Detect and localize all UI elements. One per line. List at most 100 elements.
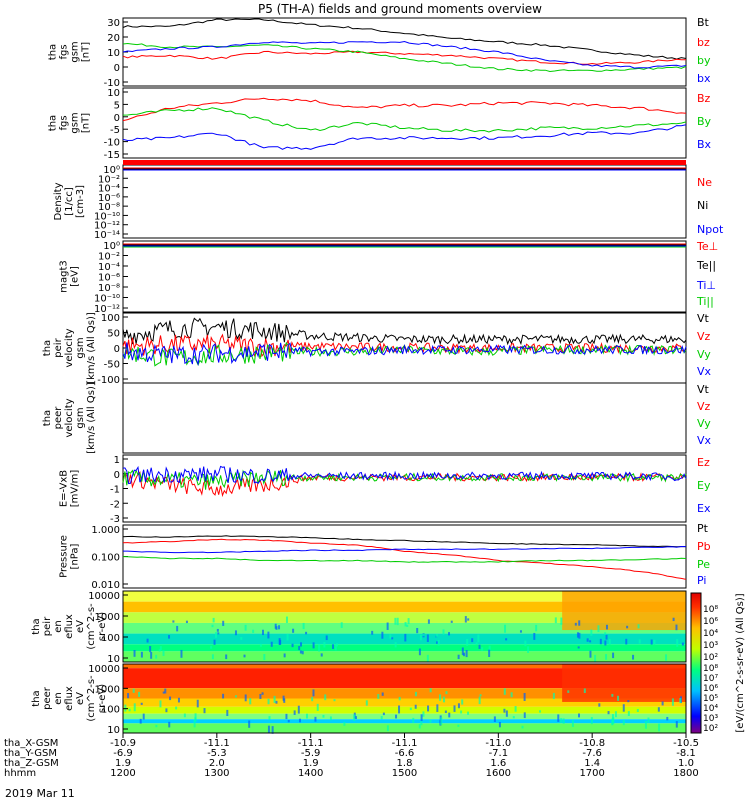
spectrogram-speckle xyxy=(365,700,368,706)
spectrogram-speckle xyxy=(450,620,453,623)
spectrogram-speckle xyxy=(316,703,319,711)
spectrogram-speckle xyxy=(332,644,335,649)
spectrogram-band xyxy=(123,644,686,652)
spectrogram-speckle xyxy=(293,710,296,715)
spectrogram-speckle xyxy=(586,638,589,642)
y-tick-label: 0 xyxy=(114,63,120,74)
legend-label: Vx xyxy=(697,434,712,447)
spectrogram-speckle xyxy=(215,632,218,638)
y-tick-label: 0.100 xyxy=(91,553,120,564)
spectrogram-speckle xyxy=(244,624,247,631)
y-tick-label: 10⁻¹² xyxy=(94,221,120,232)
y-tick-label: 100 xyxy=(101,313,120,324)
y-axis-label: tha xyxy=(48,44,59,60)
spectrogram-speckle xyxy=(437,639,440,646)
y-tick-label: 10 xyxy=(107,654,120,665)
y-tick-label: 20 xyxy=(107,33,120,44)
spectrogram-speckle xyxy=(578,620,581,626)
spectrogram-speckle xyxy=(273,695,276,704)
spectrogram-speckle xyxy=(426,654,429,662)
series-line-bx xyxy=(122,40,687,69)
spectrogram-speckle xyxy=(594,654,597,663)
y-axis-label: Pressure xyxy=(59,535,70,578)
spectrogram-speckle xyxy=(394,642,397,648)
spectrogram-speckle xyxy=(463,652,466,657)
spectrogram-speckle xyxy=(391,637,394,640)
y-axis-label: [eV] xyxy=(70,266,81,287)
series-line-pb xyxy=(122,538,687,580)
series-line-by xyxy=(122,42,687,73)
spectrogram-speckle xyxy=(162,691,165,694)
spectrogram-speckle xyxy=(305,713,308,719)
spectrogram-speckle xyxy=(263,653,266,661)
spectrogram-speckle xyxy=(406,624,409,627)
spectrogram-speckle xyxy=(286,633,289,641)
y-axis-label: en xyxy=(53,692,64,705)
spectrogram-speckle xyxy=(291,643,294,648)
legend-label: Pi xyxy=(697,574,706,587)
y-axis-label: E=-VxB xyxy=(59,470,70,507)
y-tick-label: 10000 xyxy=(88,664,120,675)
spectrogram-speckle xyxy=(416,627,419,634)
y-axis-label: [cm-3] xyxy=(75,185,86,218)
spectrogram-speckle xyxy=(589,650,592,658)
spectrogram-speckle xyxy=(300,642,303,647)
spectrogram-speckle xyxy=(460,710,463,714)
spectrogram-speckle xyxy=(124,704,127,712)
spectrogram-speckle xyxy=(142,713,145,720)
y-tick-label: 10⁻¹⁰ xyxy=(94,211,120,222)
y-tick-label: 10⁻¹² xyxy=(94,304,120,315)
spectrogram-speckle xyxy=(334,644,337,651)
spectrogram-speckle xyxy=(597,625,600,633)
spectrogram-speckle xyxy=(527,646,530,653)
spectrogram-speckle xyxy=(381,692,384,696)
spectrogram-speckle xyxy=(554,617,557,624)
spectrogram-speckle xyxy=(604,640,607,646)
spectrogram-speckle xyxy=(679,698,682,704)
spectrogram-speckle xyxy=(503,688,506,695)
spectrogram-speckle xyxy=(488,649,491,657)
spectrogram-speckle xyxy=(267,631,270,639)
series-line-by xyxy=(122,107,687,133)
spectrogram-speckle xyxy=(574,622,577,626)
spectrogram-band xyxy=(123,612,686,623)
spectrogram-band xyxy=(562,664,686,702)
spectrogram-speckle xyxy=(225,654,228,660)
x-tick-label: -11.1 xyxy=(298,738,324,749)
spectrogram-speckle xyxy=(394,617,397,625)
y-tick-label: -3 xyxy=(110,514,120,525)
y-tick-label: 0 xyxy=(114,344,120,355)
legend-label: By xyxy=(697,115,712,128)
legend-label: Vz xyxy=(697,400,711,413)
spectrogram-speckle xyxy=(234,630,237,636)
spectrogram-speckle xyxy=(647,717,650,724)
spectrogram-speckle xyxy=(335,643,338,647)
y-axis-label: gsm xyxy=(70,41,81,62)
spectrogram-speckle xyxy=(175,706,178,710)
spectrogram-speckle xyxy=(590,629,593,636)
x-tick-label: -10.9 xyxy=(110,738,136,749)
spectrogram-speckle xyxy=(448,712,451,718)
spectrogram-speckle xyxy=(589,640,592,643)
spectrogram-speckle xyxy=(298,718,301,723)
y-axis-label: fgs xyxy=(59,44,70,59)
x-tick-label: 1200 xyxy=(110,768,135,779)
legend-label: Ne xyxy=(697,176,712,189)
y-axis-label: tha xyxy=(31,618,42,634)
x-tick-label: -8.1 xyxy=(676,748,696,759)
spectrogram-speckle xyxy=(612,652,615,659)
spectrogram-speckle xyxy=(479,694,482,697)
spectrogram-speckle xyxy=(419,634,422,641)
spectrogram-speckle xyxy=(312,642,315,649)
spectrogram-speckle xyxy=(278,625,281,630)
spectrogram-speckle xyxy=(211,624,214,628)
spectrogram-speckle xyxy=(212,617,215,623)
y-tick-label: 5 xyxy=(114,100,120,111)
y-axis-label: tha xyxy=(42,340,53,356)
spectrogram-speckle xyxy=(169,696,172,701)
x-row-label: hhmm xyxy=(4,768,36,779)
spectrogram-speckle xyxy=(535,624,538,632)
spectrogram-speckle xyxy=(312,689,315,697)
spectrogram-speckle xyxy=(279,639,282,645)
spectrogram-speckle xyxy=(180,649,183,658)
